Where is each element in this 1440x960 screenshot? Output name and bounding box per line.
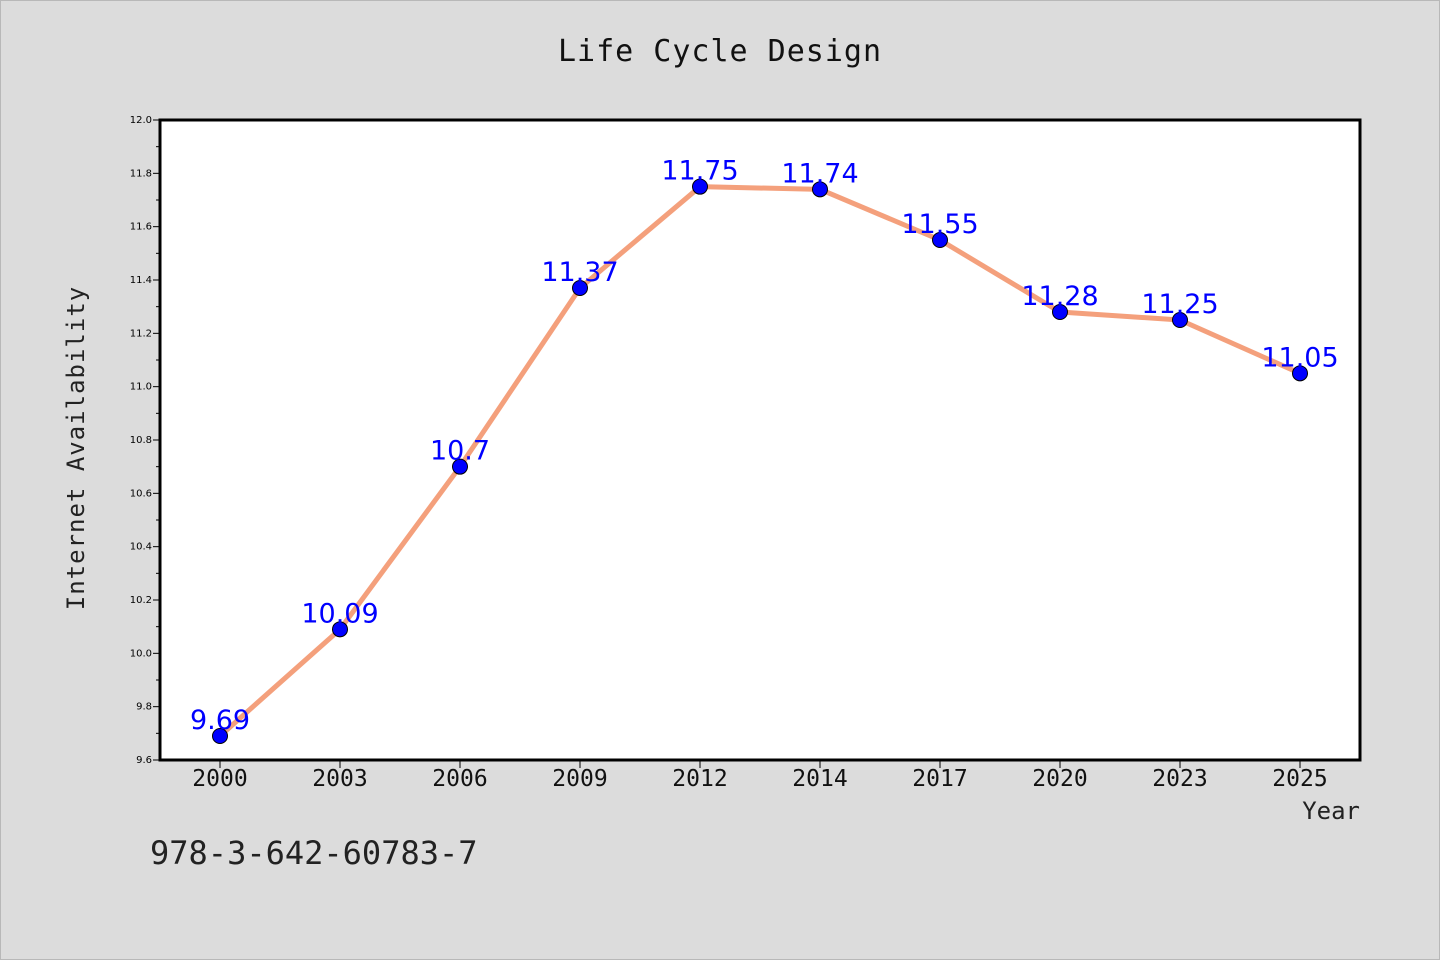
x-tick-label: 2017 bbox=[912, 766, 967, 792]
y-tick-label: 10.8 bbox=[130, 435, 152, 446]
data-label: 11.55 bbox=[901, 209, 978, 240]
x-tick-label: 2006 bbox=[432, 766, 487, 792]
data-point bbox=[1052, 304, 1068, 320]
data-label: 11.05 bbox=[1261, 342, 1338, 373]
y-tick-label: 11.6 bbox=[130, 222, 152, 233]
data-point bbox=[1292, 365, 1308, 382]
y-tick-label: 11.2 bbox=[130, 328, 152, 339]
x-tick-label: 2003 bbox=[312, 766, 367, 792]
data-point bbox=[1172, 312, 1188, 328]
x-tick-label: 2012 bbox=[672, 766, 727, 792]
data-point bbox=[212, 728, 228, 744]
x-tick-label: 2025 bbox=[1272, 766, 1327, 792]
data-label: 11.28 bbox=[1021, 281, 1098, 312]
data-label: 10.09 bbox=[301, 598, 378, 629]
isbn-annotation: 978-3-642-60783-7 bbox=[150, 834, 478, 872]
y-tick-label: 11.4 bbox=[130, 275, 152, 286]
y-tick-label: 11.8 bbox=[130, 168, 152, 179]
x-tick-label: 2000 bbox=[192, 766, 247, 792]
data-point bbox=[812, 181, 828, 198]
data-label: 9.69 bbox=[190, 705, 250, 736]
data-label: 11.25 bbox=[1141, 289, 1218, 320]
y-tick-label: 9.6 bbox=[136, 755, 152, 766]
data-point bbox=[572, 280, 588, 296]
x-tick-label: 2023 bbox=[1152, 766, 1207, 792]
data-label: 11.74 bbox=[781, 158, 858, 189]
chart-title: Life Cycle Design bbox=[557, 34, 883, 69]
plot-area bbox=[158, 118, 1362, 762]
x-tick-label: 2020 bbox=[1032, 766, 1087, 792]
data-point bbox=[692, 178, 708, 195]
series-line bbox=[217, 184, 1303, 739]
data-point bbox=[452, 458, 468, 475]
data-point bbox=[932, 232, 948, 248]
y-tick-label: 11.0 bbox=[130, 382, 152, 393]
data-label: 11.75 bbox=[661, 156, 738, 187]
y-tick-label: 10.0 bbox=[130, 648, 152, 659]
data-point bbox=[332, 621, 348, 638]
x-tick-label: 2014 bbox=[792, 766, 847, 792]
data-label: 10.7 bbox=[430, 436, 490, 467]
y-tick-label: 10.4 bbox=[130, 542, 152, 553]
x-axis-label: Year bbox=[1302, 797, 1360, 825]
y-tick-label: 10.2 bbox=[130, 595, 152, 606]
y-tick-label: 12.0 bbox=[130, 115, 152, 126]
data-label: 11.37 bbox=[541, 257, 618, 288]
x-tick-label: 2009 bbox=[552, 766, 607, 792]
y-tick-label: 9.8 bbox=[136, 702, 152, 713]
y-tick-label: 10.6 bbox=[130, 488, 152, 499]
